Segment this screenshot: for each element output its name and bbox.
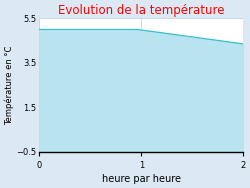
Title: Evolution de la température: Evolution de la température xyxy=(58,4,224,17)
Y-axis label: Température en °C: Température en °C xyxy=(4,45,14,125)
X-axis label: heure par heure: heure par heure xyxy=(102,174,181,184)
